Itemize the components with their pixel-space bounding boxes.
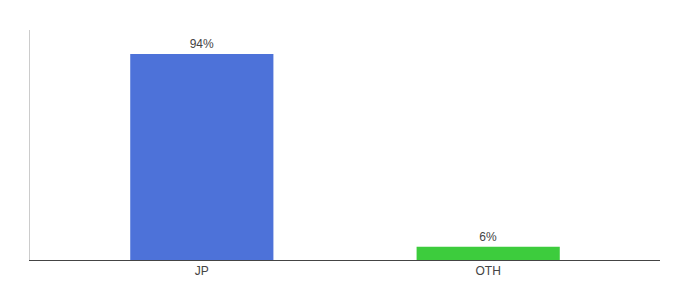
svg-text:94%: 94% (190, 37, 214, 51)
svg-text:OTH: OTH (476, 264, 501, 278)
svg-text:6%: 6% (479, 230, 497, 244)
svg-text:JP: JP (195, 264, 209, 278)
